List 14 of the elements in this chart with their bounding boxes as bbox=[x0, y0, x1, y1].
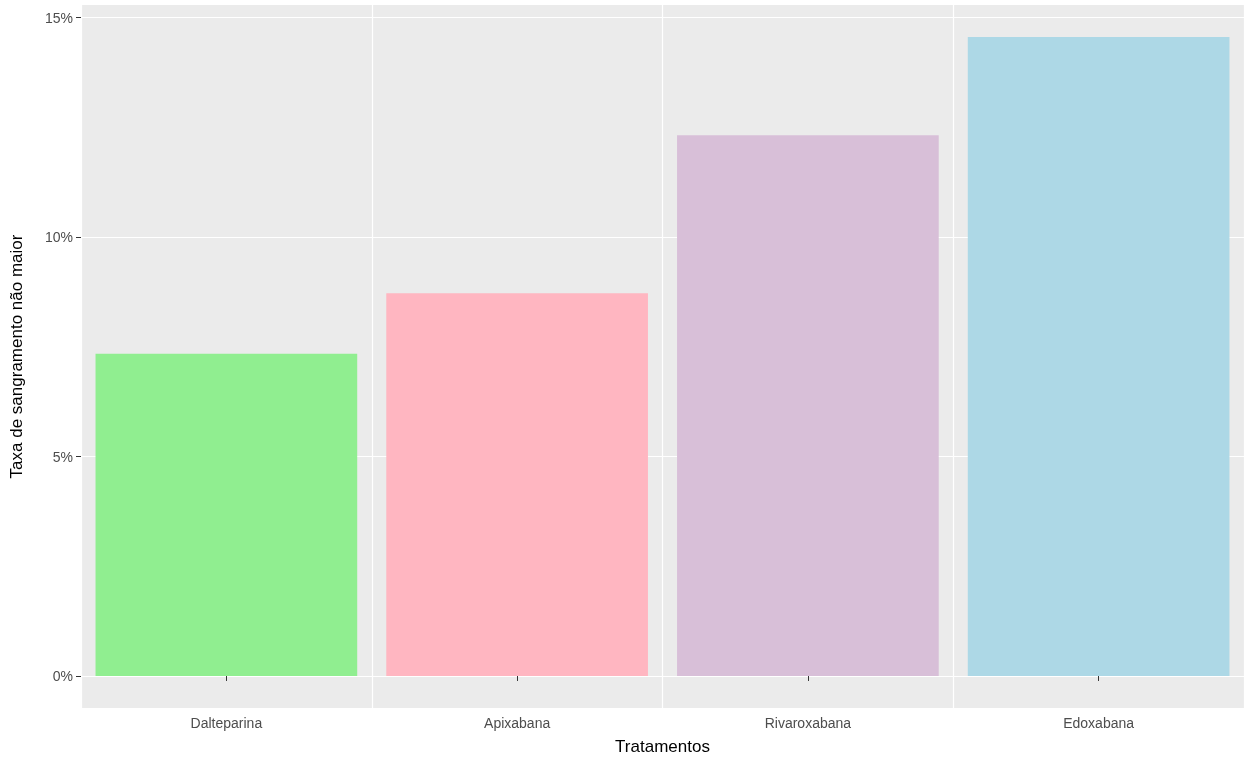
x-tick-label: Dalteparina bbox=[190, 715, 263, 731]
y-tick-label: 15% bbox=[44, 9, 73, 26]
x-tick-label: Apixabana bbox=[484, 715, 551, 731]
y-tick-label: 10% bbox=[44, 229, 73, 246]
x-tick-label: Rivaroxabana bbox=[764, 715, 852, 731]
bar bbox=[95, 353, 358, 676]
bar bbox=[677, 135, 939, 676]
x-axis-title: Tratamentos bbox=[615, 737, 710, 756]
bar bbox=[386, 293, 648, 676]
y-tick-label: 5% bbox=[52, 448, 73, 465]
bar bbox=[967, 37, 1230, 676]
y-axis-title: Taxa de sangramento não maior bbox=[7, 234, 26, 479]
x-tick-label: Edoxabana bbox=[1063, 715, 1135, 731]
y-tick-label: 0% bbox=[52, 667, 73, 684]
